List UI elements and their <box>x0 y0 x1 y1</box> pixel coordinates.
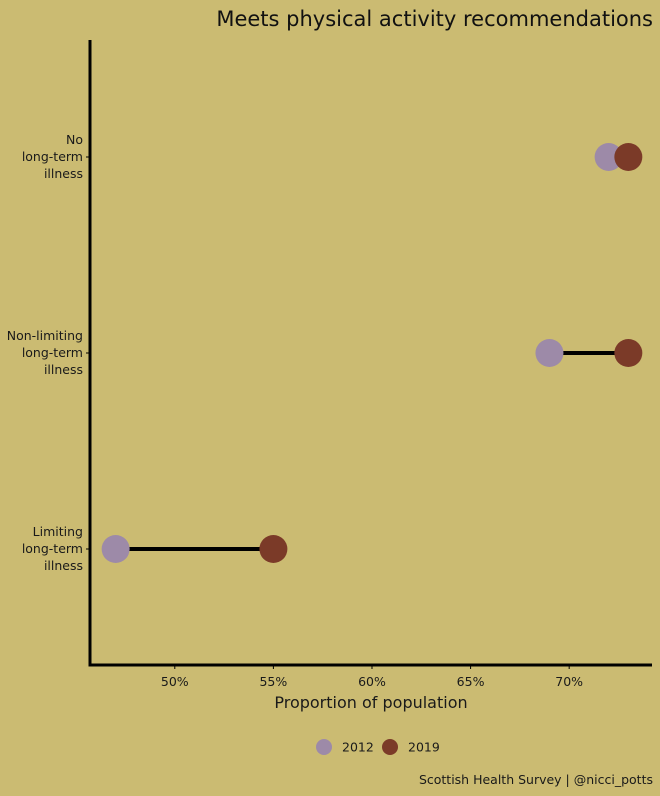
point-2019 <box>614 339 643 367</box>
point-2019 <box>259 535 288 563</box>
chart-title: Meets physical activity recommendations <box>216 7 653 31</box>
data-points <box>101 143 643 563</box>
point-2012 <box>101 535 130 563</box>
x-axis-title: Proportion of population <box>274 693 467 712</box>
y-category-label-line: Limiting <box>33 524 83 539</box>
point-2012 <box>535 339 564 367</box>
y-category-label-line: illness <box>44 558 83 573</box>
x-tick-label: 55% <box>259 674 287 689</box>
x-axis-tick-labels: 50% 55% 60% 65% 70% <box>161 665 583 689</box>
legend-marker-2012 <box>316 739 332 755</box>
legend-label-2019: 2019 <box>408 740 440 755</box>
x-tick-label: 60% <box>358 674 386 689</box>
y-category-label-line: Non-limiting <box>7 328 83 343</box>
y-category-label-line: long-term <box>22 149 83 164</box>
y-category-label-line: No <box>66 132 83 147</box>
point-2012 <box>594 143 623 171</box>
y-category-label-line: illness <box>44 362 83 377</box>
y-category-label-line: long-term <box>22 345 83 360</box>
y-category-label: No long-term illness <box>22 132 83 181</box>
legend-marker-2019 <box>382 739 398 755</box>
x-tick-label: 70% <box>555 674 583 689</box>
chart-caption: Scottish Health Survey | @nicci_potts <box>419 772 653 787</box>
x-tick-label: 65% <box>457 674 485 689</box>
point-2019 <box>614 143 643 171</box>
y-axis-category-labels: No long-term illness Non-limiting long-term i… <box>7 132 90 573</box>
y-category-label-line: long-term <box>22 541 83 556</box>
legend: 2012 2019 <box>316 739 440 755</box>
x-tick-label: 50% <box>161 674 189 689</box>
y-category-label: Non-limiting long-term illness <box>7 328 83 377</box>
y-category-label-line: illness <box>44 166 83 181</box>
y-category-label: Limiting long-term illness <box>22 524 83 573</box>
legend-label-2012: 2012 <box>342 740 374 755</box>
